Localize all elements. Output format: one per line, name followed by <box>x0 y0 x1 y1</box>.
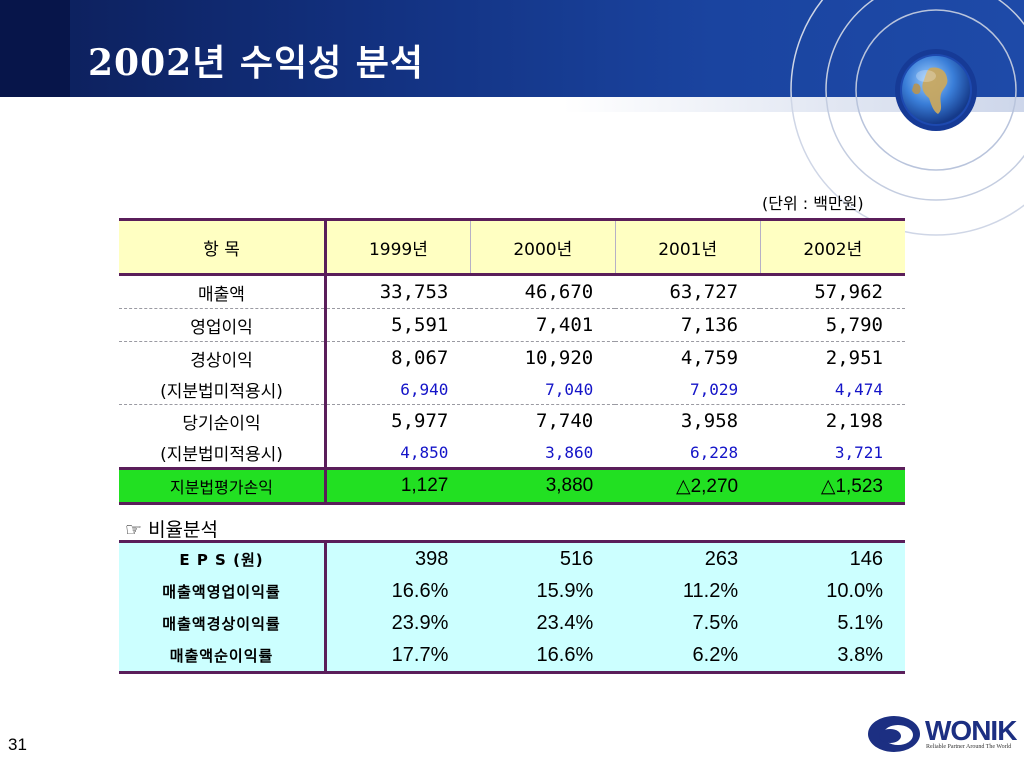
cell-value: △2,270 <box>615 467 761 505</box>
header-1999: 1999년 <box>325 218 471 276</box>
ratio-table: E P S (원) 398 516 263 146 매출액영업이익률 16.6%… <box>119 540 905 674</box>
cell-value: 2,951 <box>825 347 883 369</box>
cell-value: 7,401 <box>470 308 616 342</box>
cell-value: 5,790 <box>760 308 905 342</box>
cell-value: 3,860 <box>545 442 594 462</box>
table-row: 매출액 33,753 46,670 63,727 57,962 <box>119 274 905 309</box>
row-label: 당기순이익 <box>119 404 327 437</box>
slide-title: 2002년 수익성 분석 <box>88 42 424 84</box>
ratio-section-label: ☞ 비율분석 <box>125 519 218 541</box>
row-label: 매출액경상이익률 <box>119 607 327 639</box>
logo-tagline: Reliable Partner Around The World <box>926 744 1012 750</box>
table-row: E P S (원) 398 516 263 146 <box>119 541 905 575</box>
cell-value: 4,759 <box>680 347 739 369</box>
cell-value: 4,474 <box>760 374 905 405</box>
cell-value: 5,977 <box>391 410 449 432</box>
cell-value: 263 <box>615 541 761 575</box>
row-label: 매출액 <box>119 274 327 309</box>
cell-value: 6.2% <box>615 639 761 673</box>
cell-value: 3.8% <box>760 639 905 673</box>
cell-value: 3,880 <box>470 467 616 505</box>
cell-value: 15.9% <box>470 575 616 607</box>
row-label: (지분법미적용시) <box>119 437 327 469</box>
cell-value: 398 <box>325 541 471 575</box>
cell-value: 5.1% <box>760 607 905 639</box>
cell-value: 7,136 <box>615 308 761 342</box>
header-item: 항 목 <box>119 218 327 276</box>
cell-value: 1,127 <box>325 467 471 505</box>
cell-value: 6,940 <box>325 374 471 405</box>
cell-value: 11.2% <box>615 575 761 607</box>
header-stripe <box>0 97 1024 112</box>
header-2000: 2000년 <box>469 218 616 276</box>
cell-value: 5,591 <box>325 308 471 342</box>
cell-value: 3,721 <box>834 442 883 462</box>
cell-value: 16.6% <box>470 639 616 673</box>
row-label: 영업이익 <box>119 308 327 342</box>
table-subrow: (지분법미적용시) 6,940 7,040 7,029 4,474 <box>119 374 905 405</box>
row-label: 지분법평가손익 <box>119 467 327 505</box>
page-number: 31 <box>8 735 27 754</box>
cell-value: 17.7% <box>325 639 471 673</box>
row-label: E P S (원) <box>119 541 327 575</box>
unit-label: (단위 : 백만원) <box>762 194 864 213</box>
row-label: 경상이익 <box>119 341 327 374</box>
cell-value: △1,523 <box>760 467 905 505</box>
cell-value: 33,753 <box>325 274 471 309</box>
wonik-logo-icon <box>868 716 920 752</box>
globe-icon <box>900 54 972 126</box>
cell-value: 16.6% <box>325 575 471 607</box>
cell-value: 7.5% <box>615 607 761 639</box>
header-dark-block <box>0 0 70 97</box>
cell-value: 146 <box>760 541 905 575</box>
cell-value: 23.9% <box>325 607 471 639</box>
cell-value: 516 <box>470 541 616 575</box>
cell-value: 2,198 <box>825 410 883 432</box>
profitability-table: 항 목 1999년 2000년 2001년 2002년 매출액 33,753 4… <box>119 218 905 505</box>
cell-value: 7,040 <box>470 374 616 405</box>
table-header-row: 항 목 1999년 2000년 2001년 2002년 <box>119 218 905 276</box>
row-label: 매출액순이익률 <box>119 639 327 673</box>
cell-value: 4,850 <box>400 442 449 462</box>
logo-wordmark: WONIK <box>925 715 1017 746</box>
cell-value: 63,727 <box>615 274 761 309</box>
table-subrow: (지분법미적용시) 4,850 3,860 6,228 3,721 <box>119 437 905 469</box>
cell-value: 3,958 <box>680 410 739 432</box>
cell-value: 10.0% <box>760 575 905 607</box>
table-row: 매출액순이익률 17.7% 16.6% 6.2% 3.8% <box>119 639 905 673</box>
header-2002: 2002년 <box>759 218 905 276</box>
header-2001: 2001년 <box>614 218 761 276</box>
table-row: 당기순이익 5,977 7,740 3,958 2,198 <box>119 404 905 437</box>
row-label: (지분법미적용시) <box>119 374 327 405</box>
cell-value: 10,920 <box>524 347 594 369</box>
table-row: 매출액영업이익률 16.6% 15.9% 11.2% 10.0% <box>119 575 905 607</box>
cell-value: 7,740 <box>536 410 594 432</box>
cell-value: 46,670 <box>470 274 616 309</box>
table-row: 매출액경상이익률 23.9% 23.4% 7.5% 5.1% <box>119 607 905 639</box>
cell-value: 23.4% <box>470 607 616 639</box>
cell-value: 7,029 <box>615 374 761 405</box>
row-label: 매출액영업이익률 <box>119 575 327 607</box>
cell-value: 6,228 <box>689 442 739 462</box>
table-row: 영업이익 5,591 7,401 7,136 5,790 <box>119 308 905 342</box>
cell-value: 57,962 <box>760 274 905 309</box>
equity-method-row: 지분법평가손익 1,127 3,880 △2,270 △1,523 <box>119 467 905 505</box>
table-row: 경상이익 8,067 10,920 4,759 2,951 <box>119 341 905 374</box>
cell-value: 8,067 <box>391 347 449 369</box>
